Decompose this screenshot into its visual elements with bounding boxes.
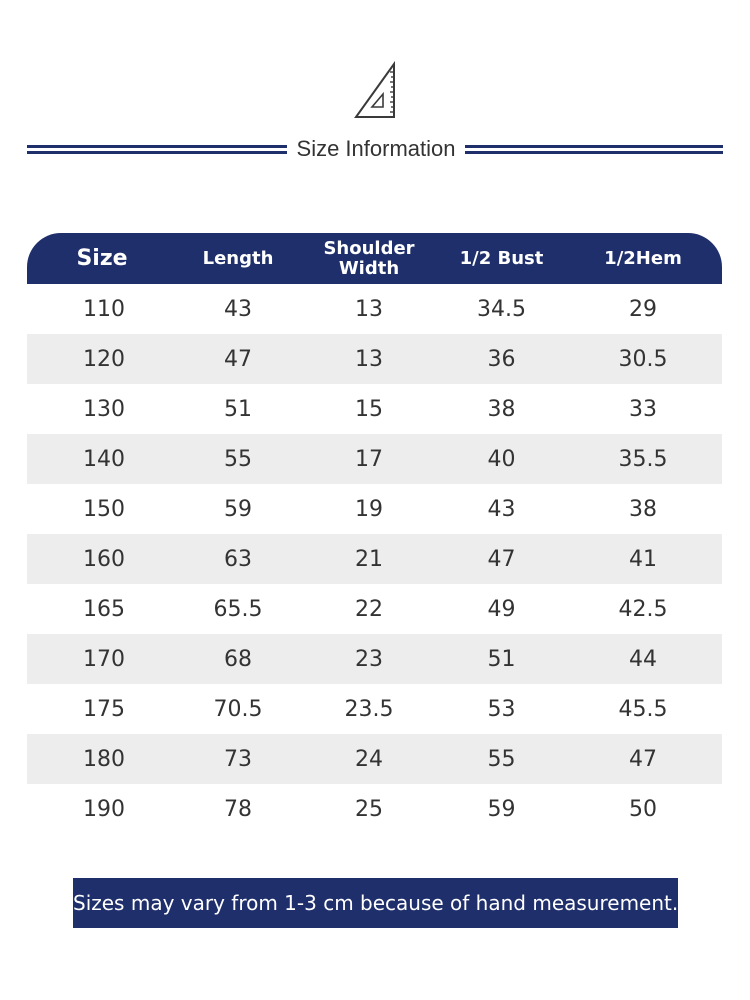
cell-shoulder-width: 19 [355, 496, 383, 522]
cell-length: 43 [224, 296, 252, 322]
size-chart-table: Size Length Shoulder Width 1/2 Bust 1/2H… [27, 233, 722, 834]
cell-shoulder-width: 17 [299, 434, 439, 484]
cell-half-bust: 59 [487, 796, 516, 822]
cell-half-hem: 45.5 [618, 696, 668, 722]
set-square-ruler-icon [354, 60, 395, 118]
table-header-row: Size Length Shoulder Width 1/2 Bust 1/2H… [27, 233, 722, 284]
cell-half-bust: 43 [487, 496, 516, 522]
cell-length: 51 [224, 396, 252, 422]
page-title: Size Information [296, 136, 456, 161]
cell-half-hem: 42.5 [618, 596, 668, 622]
section-header: Size Information [27, 134, 723, 164]
cell-half-hem: 47 [564, 734, 722, 784]
cell-shoulder-width: 23 [299, 634, 439, 684]
cell-length: 59 [224, 496, 252, 522]
table-row: 140 55 17 40 35.5 [27, 434, 722, 484]
cell-size: 180 [27, 734, 177, 784]
cell-size: 110 [83, 296, 125, 322]
cell-half-hem: 29 [629, 296, 657, 322]
cell-size: 165 [83, 596, 125, 622]
measurement-note: Sizes may vary from 1-3 cm because of ha… [73, 878, 678, 928]
cell-size: 150 [83, 496, 125, 522]
cell-half-hem: 50 [629, 796, 657, 822]
cell-size: 190 [83, 796, 125, 822]
cell-length: 68 [177, 634, 299, 684]
cell-size: 170 [27, 634, 177, 684]
cell-half-hem: 33 [629, 396, 657, 422]
cell-shoulder-width: 25 [355, 796, 383, 822]
cell-half-bust: 51 [439, 634, 564, 684]
column-header-shoulder-line1: Shoulder [323, 237, 415, 259]
cell-shoulder-width: 13 [299, 334, 439, 384]
table-row: 180 73 24 55 47 [27, 734, 722, 784]
decorative-double-line-right [465, 145, 723, 154]
cell-size: 120 [27, 334, 177, 384]
cell-shoulder-width: 13 [355, 296, 383, 322]
cell-half-bust: 40 [439, 434, 564, 484]
cell-length: 55 [177, 434, 299, 484]
table-row: 110 43 13 34.5 29 [27, 284, 722, 334]
cell-half-bust: 55 [439, 734, 564, 784]
cell-size: 140 [27, 434, 177, 484]
table-row: 150 59 19 43 38 [27, 484, 722, 534]
cell-shoulder-width: 24 [299, 734, 439, 784]
cell-size: 130 [83, 396, 125, 422]
table-row: 120 47 13 36 30.5 [27, 334, 722, 384]
table-row: 160 63 21 47 41 [27, 534, 722, 584]
cell-size: 160 [27, 534, 177, 584]
cell-half-hem: 30.5 [564, 334, 722, 384]
cell-half-bust: 47 [439, 534, 564, 584]
cell-half-hem: 35.5 [564, 434, 722, 484]
column-header-shoulder-line2: Width [338, 257, 400, 279]
cell-half-hem: 44 [564, 634, 722, 684]
cell-shoulder-width: 21 [299, 534, 439, 584]
cell-half-bust: 49 [487, 596, 516, 622]
cell-length: 65.5 [213, 596, 263, 622]
cell-half-bust: 36 [439, 334, 564, 384]
cell-size: 175 [83, 696, 125, 722]
column-header-length: Length [177, 233, 299, 284]
cell-length: 47 [177, 334, 299, 384]
cell-half-hem: 38 [629, 496, 657, 522]
table-row: 130 51 15 38 33 [27, 384, 722, 434]
cell-length: 78 [224, 796, 252, 822]
column-header-half-bust: 1/2 Bust [439, 233, 564, 284]
cell-length: 70.5 [213, 696, 263, 722]
cell-half-bust: 38 [487, 396, 516, 422]
table-row: 170 68 23 51 44 [27, 634, 722, 684]
cell-half-bust: 53 [487, 696, 516, 722]
decorative-double-line-left [27, 145, 287, 154]
cell-shoulder-width: 22 [355, 596, 383, 622]
table-row: 165 65.5 22 49 42.5 [27, 584, 722, 634]
column-header-half-hem: 1/2Hem [564, 233, 722, 284]
cell-half-bust: 34.5 [477, 296, 526, 322]
table-row: 175 70.5 23.5 53 45.5 [27, 684, 722, 734]
cell-shoulder-width: 15 [355, 396, 383, 422]
column-header-size: Size [27, 233, 177, 284]
column-header-shoulder-width: Shoulder Width [299, 233, 439, 284]
cell-half-hem: 41 [564, 534, 722, 584]
cell-shoulder-width: 23.5 [344, 696, 394, 722]
table-row: 190 78 25 59 50 [27, 784, 722, 834]
cell-length: 63 [177, 534, 299, 584]
cell-length: 73 [177, 734, 299, 784]
